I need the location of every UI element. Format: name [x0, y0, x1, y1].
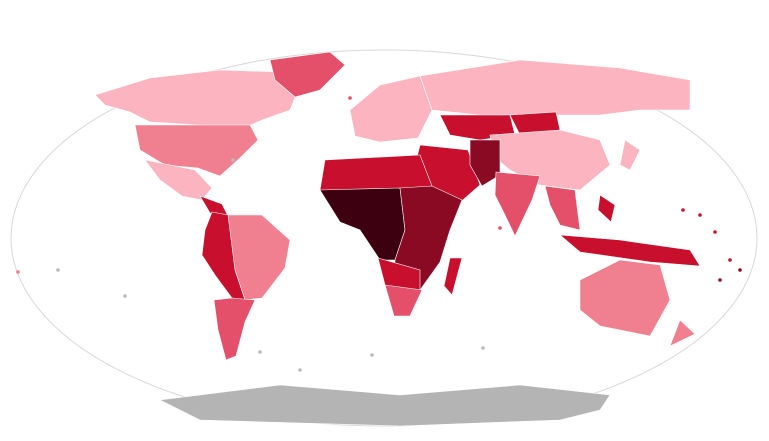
region-russia [419, 59, 691, 116]
island-marker [718, 278, 722, 282]
region-europe [349, 75, 433, 143]
island-marker [123, 294, 127, 298]
region-madagascar [443, 257, 463, 296]
island-marker [481, 346, 485, 350]
island-marker [698, 213, 702, 217]
region-new-zealand [669, 319, 696, 347]
region-canada-alaska [94, 69, 301, 131]
region-central-africa [319, 187, 406, 261]
region-antarctica [158, 384, 611, 427]
region-japan [619, 139, 641, 171]
region-afghanistan-pakistan [469, 139, 501, 187]
island-marker [231, 158, 235, 162]
region-greenland [269, 51, 346, 98]
island-marker [298, 368, 302, 372]
region-mexico [144, 159, 213, 201]
region-east-africa [394, 185, 463, 291]
map-outline [10, 49, 758, 427]
region-indonesia-png [559, 234, 701, 267]
region-southeast-asia [544, 185, 581, 231]
island-marker [738, 268, 742, 272]
island-marker [16, 270, 20, 274]
island-marker [258, 350, 262, 354]
region-australia [579, 259, 671, 337]
island-marker [498, 226, 502, 230]
island-marker [370, 353, 374, 357]
region-usa [134, 124, 259, 177]
region-india [494, 171, 541, 237]
region-south-africa [384, 284, 423, 317]
island-marker [681, 208, 685, 212]
island-marker [348, 96, 352, 100]
island-marker [56, 268, 60, 272]
island-marker [728, 258, 732, 262]
region-philippines [597, 194, 616, 223]
region-south-america-south [213, 297, 256, 361]
island-marker [713, 230, 717, 234]
